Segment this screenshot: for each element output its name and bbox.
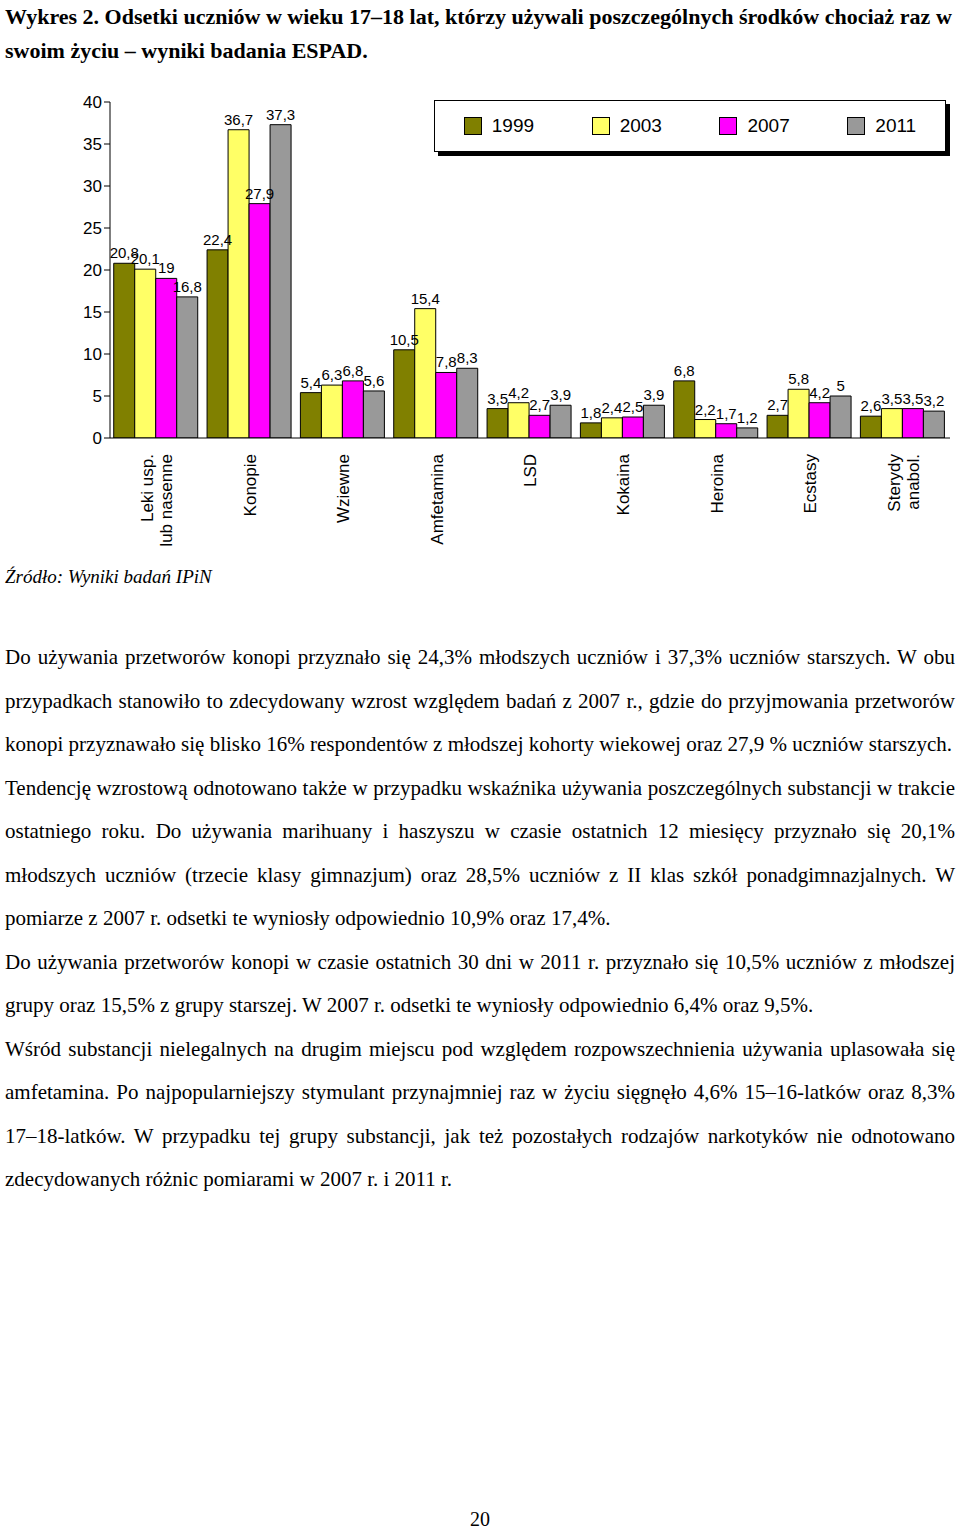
- svg-text:1,7: 1,7: [716, 405, 737, 422]
- html-text:20: 20: [470, 1508, 490, 1530]
- svg-text:3,9: 3,9: [643, 386, 664, 403]
- svg-text:40: 40: [83, 93, 102, 112]
- html-text:Źródło: Wyniki badań IPiN: Źródło: Wyniki badań IPiN: [5, 566, 212, 587]
- svg-text:25: 25: [83, 219, 102, 238]
- svg-text:0: 0: [93, 429, 102, 448]
- svg-text:19: 19: [158, 259, 175, 276]
- svg-text:27,9: 27,9: [245, 185, 274, 202]
- html-text:Do używania przetworów konopi: Do używania przetworów konopi przyznało …: [5, 645, 955, 756]
- svg-text:1,2: 1,2: [737, 409, 758, 426]
- svg-text:20,1: 20,1: [131, 250, 160, 267]
- svg-text:LSD: LSD: [521, 454, 540, 487]
- html-text:Wśród substancji nielegalnych: Wśród substancji nielegalnych na drugim …: [5, 1036, 955, 1191]
- svg-text:15,4: 15,4: [411, 290, 440, 307]
- html-text:Do używania przetworów konopi: Do używania przetworów konopi w czasie o…: [5, 949, 955, 1017]
- svg-text:4,2: 4,2: [809, 384, 830, 401]
- svg-text:5,8: 5,8: [788, 370, 809, 387]
- html-text:Tendencję wzrostową odnotowano: Tendencję wzrostową odnotowano także w p…: [5, 775, 955, 930]
- html-text:1999: 1999: [491, 115, 535, 136]
- svg-text:Kokaina: Kokaina: [614, 453, 633, 515]
- svg-text:6,8: 6,8: [674, 362, 695, 379]
- svg-text:5,4: 5,4: [300, 374, 321, 391]
- svg-text:16,8: 16,8: [173, 278, 202, 295]
- svg-text:2,2: 2,2: [695, 401, 716, 418]
- svg-text:6,3: 6,3: [321, 366, 342, 383]
- svg-text:Heroina: Heroina: [708, 453, 727, 513]
- svg-text:37,3: 37,3: [266, 106, 295, 123]
- svg-text:15: 15: [83, 303, 102, 322]
- svg-text:3,9: 3,9: [550, 386, 571, 403]
- svg-text:7,8: 7,8: [436, 353, 457, 370]
- svg-text:4,2: 4,2: [508, 384, 529, 401]
- svg-text:5: 5: [93, 387, 102, 406]
- html-text:2007: 2007: [747, 115, 790, 136]
- svg-text:3,5: 3,5: [487, 390, 508, 407]
- html-text:2011: 2011: [875, 115, 917, 136]
- svg-text:10,5: 10,5: [390, 331, 419, 348]
- svg-text:35: 35: [83, 135, 102, 154]
- svg-text:3,2: 3,2: [923, 392, 944, 409]
- svg-text:2,5: 2,5: [622, 398, 643, 415]
- svg-text:5,6: 5,6: [363, 372, 384, 389]
- svg-text:2,7: 2,7: [529, 396, 550, 413]
- svg-text:6,8: 6,8: [342, 362, 363, 379]
- svg-text:30: 30: [83, 177, 102, 196]
- svg-text:5: 5: [836, 377, 844, 394]
- svg-text:2,4: 2,4: [601, 399, 622, 416]
- svg-text:Konopie: Konopie: [241, 454, 260, 516]
- svg-text:1,8: 1,8: [580, 404, 601, 421]
- svg-text:Sterydyanabol.: Sterydyanabol.: [885, 454, 923, 512]
- svg-text:2,6: 2,6: [860, 397, 881, 414]
- svg-text:20,8: 20,8: [109, 244, 139, 262]
- svg-text:Amfetamina: Amfetamina: [428, 453, 447, 544]
- svg-text:Ecstasy: Ecstasy: [801, 454, 820, 514]
- html-text:2003: 2003: [619, 115, 662, 136]
- svg-text:Leki usp.lub nasenne: Leki usp.lub nasenne: [138, 454, 176, 547]
- svg-text:3,5: 3,5: [902, 390, 923, 407]
- svg-text:8,3: 8,3: [457, 349, 478, 366]
- svg-text:Wziewne: Wziewne: [334, 454, 353, 523]
- svg-text:10: 10: [83, 345, 102, 364]
- svg-text:3,5: 3,5: [881, 390, 902, 407]
- svg-text:36,7: 36,7: [224, 111, 253, 128]
- svg-text:2,7: 2,7: [767, 396, 788, 413]
- html-text:Wykres 2. Odsetki uczniów w wi: Wykres 2. Odsetki uczniów w wieku 17–18 …: [5, 4, 952, 63]
- svg-text:20: 20: [83, 261, 102, 280]
- svg-text:22,4: 22,4: [203, 231, 232, 248]
